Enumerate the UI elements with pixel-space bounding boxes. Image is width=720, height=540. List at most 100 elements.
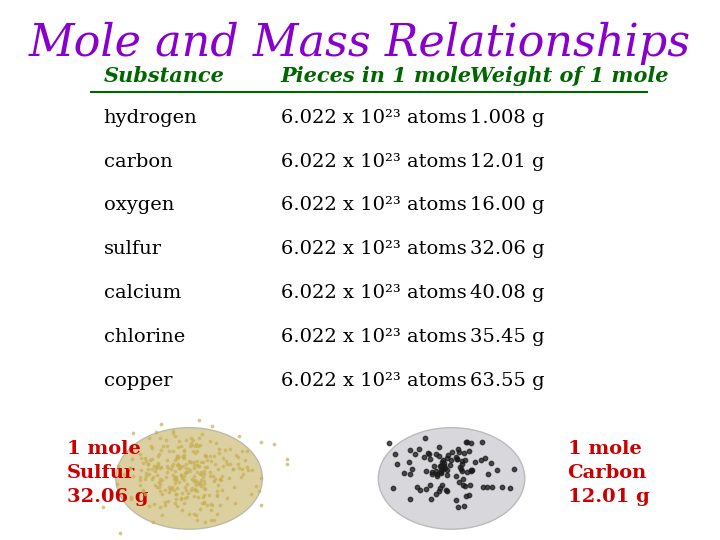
- Point: [134, 476, 145, 485]
- Point: [450, 453, 462, 461]
- Point: [166, 462, 178, 471]
- Point: [201, 501, 212, 509]
- Point: [466, 466, 477, 475]
- Point: [451, 455, 463, 464]
- Point: [169, 499, 181, 508]
- Point: [198, 499, 210, 508]
- Point: [436, 457, 447, 466]
- Point: [185, 486, 197, 495]
- Point: [456, 467, 468, 475]
- Point: [434, 462, 446, 471]
- Point: [205, 506, 217, 515]
- Point: [223, 474, 235, 483]
- Point: [454, 448, 465, 456]
- Point: [217, 454, 229, 462]
- Point: [163, 483, 175, 491]
- Point: [125, 495, 137, 504]
- Point: [255, 474, 266, 483]
- Point: [168, 428, 179, 437]
- Point: [415, 485, 426, 494]
- Point: [172, 452, 184, 461]
- Point: [172, 453, 184, 461]
- Point: [178, 446, 189, 455]
- Text: 12.01 g: 12.01 g: [470, 152, 544, 171]
- Point: [215, 475, 226, 483]
- Point: [180, 436, 192, 444]
- Point: [414, 444, 426, 453]
- Point: [195, 476, 207, 485]
- Point: [441, 465, 452, 474]
- Point: [189, 464, 200, 472]
- Point: [438, 464, 449, 473]
- Point: [207, 471, 219, 480]
- Point: [180, 485, 192, 494]
- Point: [186, 434, 197, 442]
- Point: [143, 434, 155, 442]
- Point: [237, 470, 248, 479]
- Point: [391, 460, 402, 469]
- Point: [176, 474, 188, 483]
- Point: [431, 490, 442, 499]
- Text: hydrogen: hydrogen: [104, 109, 197, 127]
- Point: [191, 468, 202, 476]
- Point: [174, 462, 186, 471]
- Point: [461, 437, 472, 446]
- Text: Mole and Mass Relationships: Mole and Mass Relationships: [29, 22, 691, 65]
- Point: [411, 483, 423, 491]
- Point: [217, 462, 228, 470]
- Point: [199, 463, 211, 472]
- Point: [171, 484, 183, 492]
- Point: [181, 492, 193, 501]
- Point: [171, 461, 182, 470]
- Point: [160, 436, 171, 444]
- Point: [135, 454, 146, 462]
- Point: [225, 445, 236, 454]
- Text: 6.022 x 10²³ atoms: 6.022 x 10²³ atoms: [281, 328, 467, 346]
- Point: [433, 452, 444, 461]
- Point: [438, 456, 449, 464]
- Point: [134, 472, 145, 481]
- Point: [146, 475, 158, 484]
- Point: [171, 494, 182, 503]
- Point: [436, 481, 448, 489]
- Point: [173, 452, 184, 461]
- Point: [482, 469, 494, 478]
- Point: [161, 442, 173, 451]
- Point: [143, 501, 155, 510]
- Point: [431, 472, 442, 481]
- Point: [204, 451, 216, 460]
- Point: [125, 464, 136, 472]
- Point: [196, 468, 207, 476]
- Point: [405, 446, 416, 455]
- Point: [143, 460, 154, 469]
- Point: [138, 486, 149, 495]
- Point: [153, 483, 164, 492]
- Point: [465, 438, 477, 447]
- Point: [209, 451, 220, 460]
- Point: [426, 495, 437, 503]
- Point: [161, 456, 173, 464]
- Point: [436, 462, 447, 470]
- Point: [461, 468, 472, 476]
- Point: [184, 442, 196, 450]
- Point: [212, 509, 223, 518]
- Point: [170, 490, 181, 498]
- Point: [156, 511, 167, 519]
- Point: [166, 483, 178, 491]
- Point: [409, 450, 420, 458]
- Point: [199, 518, 211, 526]
- Point: [189, 477, 201, 486]
- Point: [230, 450, 242, 459]
- Point: [169, 478, 181, 487]
- Point: [112, 480, 123, 488]
- Point: [153, 478, 165, 487]
- Point: [169, 432, 181, 441]
- Point: [202, 463, 213, 471]
- Point: [459, 456, 470, 464]
- Point: [140, 472, 152, 481]
- Point: [215, 475, 227, 484]
- Point: [154, 487, 166, 495]
- Point: [184, 467, 196, 475]
- Text: 6.022 x 10²³ atoms: 6.022 x 10²³ atoms: [281, 284, 467, 302]
- Point: [175, 470, 186, 479]
